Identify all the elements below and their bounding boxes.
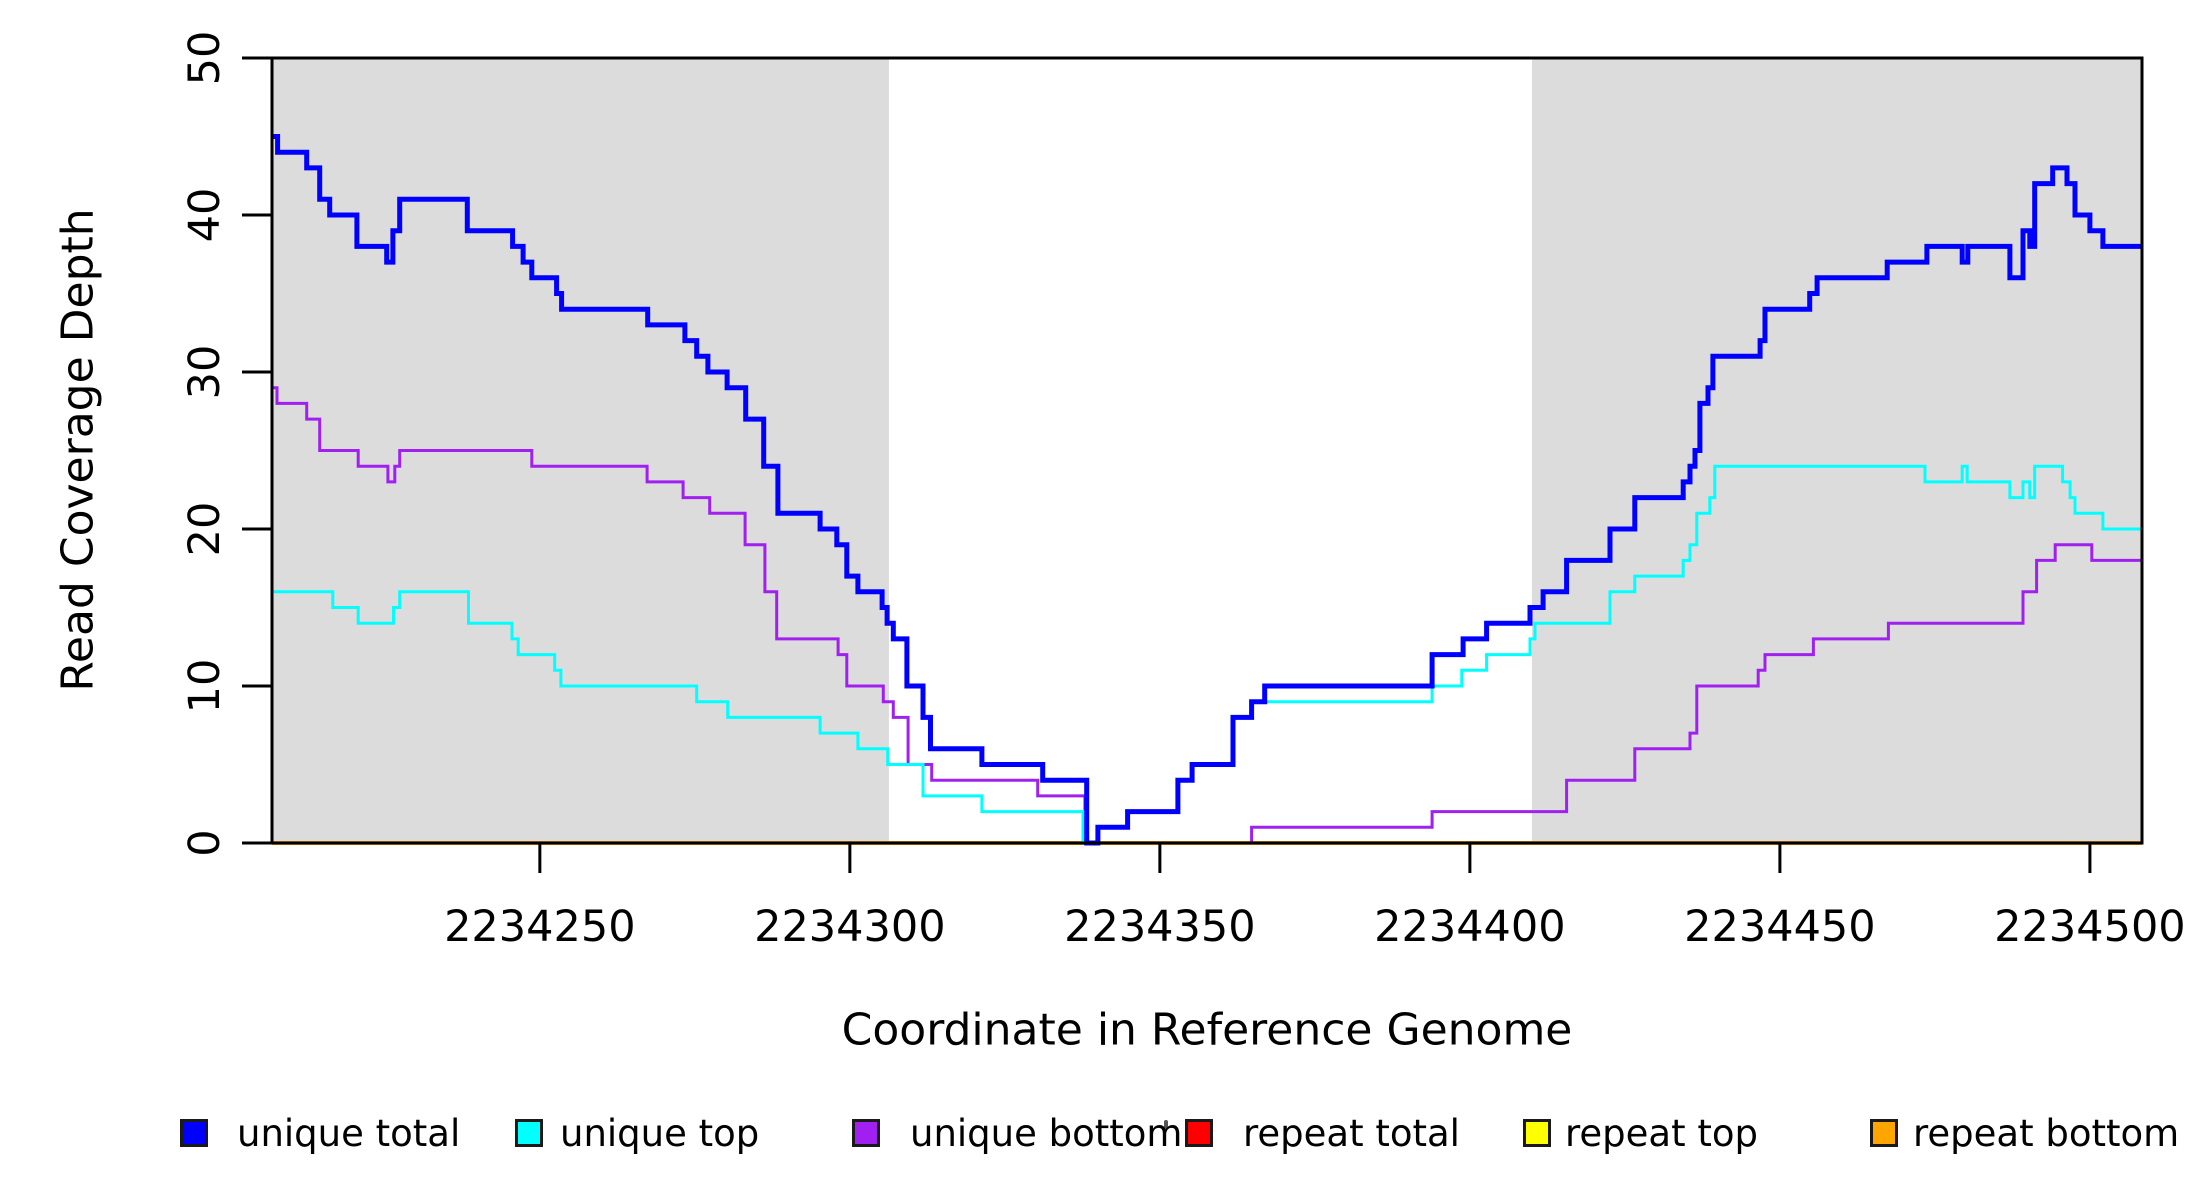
legend-swatch-unique-top: [515, 1119, 543, 1147]
legend-label-repeat-top: repeat top: [1565, 1112, 1758, 1155]
legend-swatch-repeat-total: [1185, 1119, 1213, 1147]
y-tick-label: 50: [180, 31, 230, 86]
legend-swatch-unique-total: [180, 1119, 208, 1147]
legend-label-unique-bottom: unique bottom: [910, 1112, 1183, 1155]
legend-label-unique-top: unique top: [560, 1112, 760, 1155]
x-axis-title: Coordinate in Reference Genome: [841, 1004, 1573, 1056]
x-tick-label: 2234350: [1064, 902, 1256, 952]
series-unique-total: [272, 134, 2142, 846]
y-tick-label: 30: [180, 345, 230, 400]
y-tick-label: 10: [180, 659, 230, 714]
plot-border: [270, 56, 2144, 845]
y-tick-label: 20: [180, 502, 230, 557]
legend-label-unique-total: unique total: [237, 1112, 461, 1155]
legend-swatch-repeat-bottom: [1870, 1119, 1898, 1147]
series-unique-bottom: [272, 386, 2142, 845]
shaded-band: [1531, 58, 2142, 843]
x-tick-label: 2234250: [444, 902, 636, 952]
x-tick-label: 2234450: [1684, 902, 1876, 952]
x-tick-label: 2234500: [1994, 902, 2186, 952]
plot-frame: [270, 56, 2144, 845]
series-unique-top: [272, 464, 2142, 845]
y-axis-ticks: 0 10 20 30 40 50: [180, 31, 272, 857]
x-tick-label: 2234400: [1374, 902, 1566, 952]
y-axis-title: Read Coverage Depth: [52, 208, 104, 692]
y-tick-label: 0: [180, 829, 230, 856]
x-tick-label: 2234300: [754, 902, 946, 952]
legend-label-repeat-bottom: repeat bottom: [1913, 1112, 2180, 1155]
y-tick-label: 40: [180, 188, 230, 243]
legend-swatch-repeat-top: [1523, 1119, 1551, 1147]
stray-dot: [1164, 1120, 1168, 1129]
x-axis-ticks: 2234250 2234300 2234350 2234400 2234450 22345…: [444, 843, 2186, 952]
legend-swatch-unique-bottom: [852, 1119, 880, 1147]
legend-label-repeat-total: repeat total: [1243, 1112, 1460, 1155]
shaded-band: [272, 58, 889, 843]
shaded-regions: [272, 58, 2142, 843]
